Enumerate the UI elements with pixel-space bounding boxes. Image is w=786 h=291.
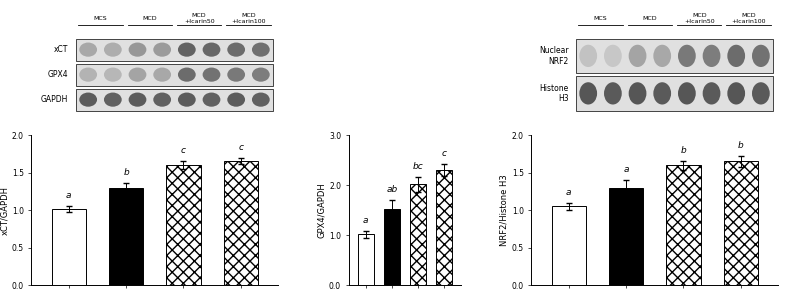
Ellipse shape xyxy=(752,82,769,104)
Text: MCS: MCS xyxy=(94,16,108,21)
Ellipse shape xyxy=(104,42,122,57)
Bar xyxy=(52,209,86,285)
Ellipse shape xyxy=(252,93,270,107)
Y-axis label: NRF2/Histone H3: NRF2/Histone H3 xyxy=(500,174,509,246)
Bar xyxy=(436,170,452,285)
Bar xyxy=(576,39,773,73)
Bar xyxy=(167,165,200,285)
Bar xyxy=(724,162,758,285)
Text: c: c xyxy=(238,143,244,152)
Text: a: a xyxy=(623,165,629,174)
Text: GAPDH: GAPDH xyxy=(41,95,68,104)
Ellipse shape xyxy=(678,82,696,104)
Ellipse shape xyxy=(153,42,171,57)
Ellipse shape xyxy=(178,93,196,107)
Text: a: a xyxy=(566,188,571,197)
Text: MCD
+Icarin50: MCD +Icarin50 xyxy=(684,13,714,24)
Ellipse shape xyxy=(178,68,196,82)
Ellipse shape xyxy=(104,93,122,107)
Ellipse shape xyxy=(579,45,597,67)
Text: b: b xyxy=(123,168,129,177)
Ellipse shape xyxy=(629,45,646,67)
Ellipse shape xyxy=(227,93,245,107)
Y-axis label: GPX4/GAPDH: GPX4/GAPDH xyxy=(318,182,326,238)
Ellipse shape xyxy=(252,68,270,82)
Bar xyxy=(609,188,643,285)
Bar xyxy=(358,234,373,285)
Bar xyxy=(75,39,274,61)
Ellipse shape xyxy=(604,82,622,104)
Text: Nuclear
NRF2: Nuclear NRF2 xyxy=(539,46,568,65)
Bar xyxy=(667,165,700,285)
Ellipse shape xyxy=(678,45,696,67)
Ellipse shape xyxy=(79,68,97,82)
Ellipse shape xyxy=(79,42,97,57)
Ellipse shape xyxy=(227,68,245,82)
Ellipse shape xyxy=(727,45,745,67)
Y-axis label: xCT/GAPDH: xCT/GAPDH xyxy=(0,186,9,235)
Ellipse shape xyxy=(604,45,622,67)
Ellipse shape xyxy=(153,68,171,82)
Text: b: b xyxy=(681,146,686,155)
Bar xyxy=(223,162,258,285)
Text: MCD
+Icarin100: MCD +Icarin100 xyxy=(731,13,766,24)
Ellipse shape xyxy=(703,82,721,104)
Ellipse shape xyxy=(129,93,146,107)
Ellipse shape xyxy=(252,42,270,57)
Ellipse shape xyxy=(752,45,769,67)
Ellipse shape xyxy=(653,82,671,104)
Ellipse shape xyxy=(79,93,97,107)
Ellipse shape xyxy=(203,93,220,107)
Ellipse shape xyxy=(203,68,220,82)
Text: Histone
H3: Histone H3 xyxy=(539,84,568,103)
Text: a: a xyxy=(363,216,369,225)
Text: b: b xyxy=(738,141,744,150)
Text: a: a xyxy=(66,191,72,200)
Ellipse shape xyxy=(703,45,721,67)
Bar xyxy=(552,206,586,285)
Ellipse shape xyxy=(727,82,745,104)
Ellipse shape xyxy=(629,82,646,104)
Ellipse shape xyxy=(129,42,146,57)
Bar xyxy=(576,76,773,111)
Text: MCD: MCD xyxy=(643,16,657,21)
Text: MCD
+Icarin100: MCD +Icarin100 xyxy=(231,13,266,24)
Text: MCD
+Icarin50: MCD +Icarin50 xyxy=(184,13,215,24)
Text: xCT: xCT xyxy=(54,45,68,54)
Bar xyxy=(75,64,274,86)
Text: GPX4: GPX4 xyxy=(48,70,68,79)
Bar xyxy=(109,188,143,285)
Text: ab: ab xyxy=(386,185,398,194)
Ellipse shape xyxy=(129,68,146,82)
Ellipse shape xyxy=(653,45,671,67)
Text: bc: bc xyxy=(413,162,423,171)
Ellipse shape xyxy=(579,82,597,104)
Bar xyxy=(384,209,399,285)
Ellipse shape xyxy=(178,42,196,57)
Bar xyxy=(410,184,426,285)
Text: MCD: MCD xyxy=(142,16,157,21)
Ellipse shape xyxy=(203,42,220,57)
Bar xyxy=(75,89,274,111)
Text: MCS: MCS xyxy=(593,16,608,21)
Text: c: c xyxy=(181,146,186,155)
Ellipse shape xyxy=(153,93,171,107)
Ellipse shape xyxy=(227,42,245,57)
Text: c: c xyxy=(442,149,446,158)
Ellipse shape xyxy=(104,68,122,82)
